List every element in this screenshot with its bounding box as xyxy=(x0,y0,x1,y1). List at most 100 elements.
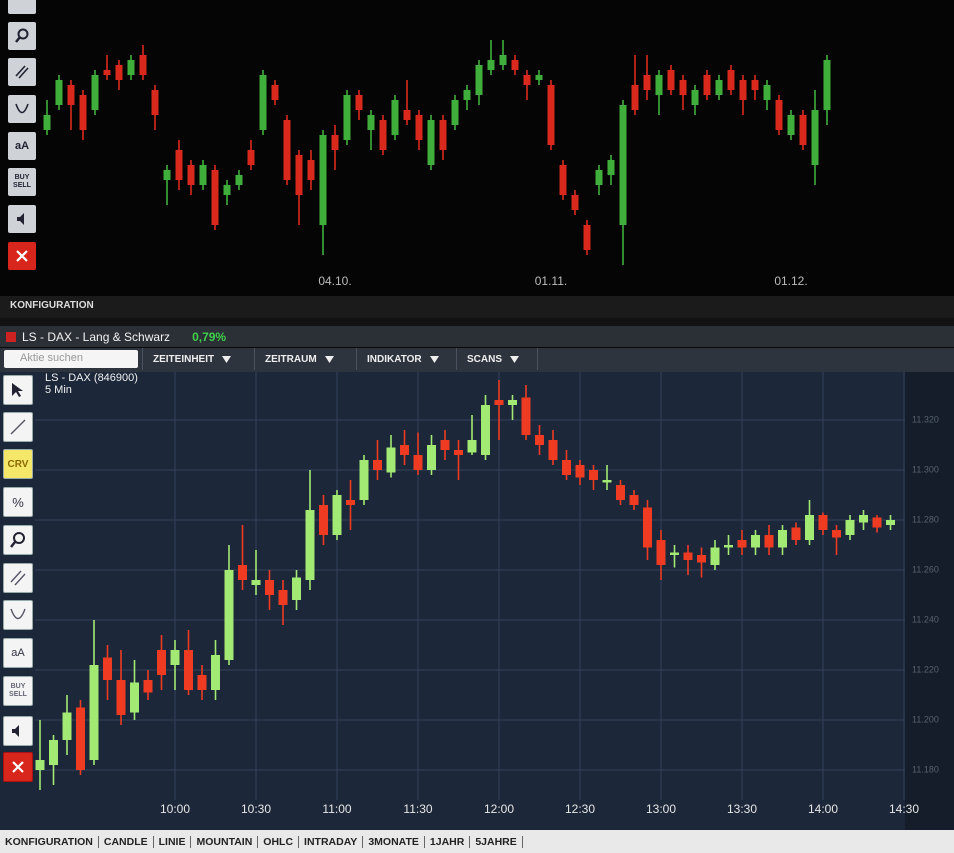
curve-button[interactable] xyxy=(8,95,36,123)
search-box[interactable]: Aktie suchen xyxy=(4,350,138,368)
candle-body xyxy=(451,100,459,125)
candle-body xyxy=(355,95,363,110)
candle-body xyxy=(724,545,733,548)
candle-body xyxy=(805,515,814,540)
price-axis-bg xyxy=(905,372,954,830)
candle-body xyxy=(211,170,219,225)
percent-button[interactable]: % xyxy=(3,487,33,517)
candle-body xyxy=(643,507,652,548)
candle-body xyxy=(103,657,112,680)
candle-body xyxy=(737,540,747,548)
channel-button[interactable] xyxy=(3,563,33,593)
candle-body xyxy=(710,547,720,565)
candle-body xyxy=(607,160,615,175)
sound-button[interactable] xyxy=(8,205,36,233)
channel-button[interactable] xyxy=(8,58,36,86)
candle-body xyxy=(259,75,267,130)
footer-tab[interactable]: LINIE xyxy=(154,835,192,848)
close-icon xyxy=(12,761,24,773)
candle-body xyxy=(715,80,723,95)
sell-label: SELL xyxy=(13,182,31,189)
candle-body xyxy=(184,650,193,690)
candle-body xyxy=(367,115,375,130)
line-button[interactable] xyxy=(3,412,33,442)
candle-body xyxy=(629,495,639,505)
candle-body xyxy=(655,75,663,95)
close-button[interactable] xyxy=(8,242,36,270)
candle-body xyxy=(751,535,760,548)
candle-body xyxy=(127,60,135,75)
candle-body xyxy=(427,120,435,165)
footer-tab[interactable]: 3MONATE xyxy=(363,835,425,848)
footer-tab[interactable]: 1JAHR xyxy=(425,835,471,848)
curve-button[interactable] xyxy=(3,600,33,630)
close-button[interactable] xyxy=(3,752,33,782)
candle-body xyxy=(55,80,63,105)
candle-body xyxy=(656,540,666,565)
footer-tab[interactable]: 5JAHRE xyxy=(470,835,523,848)
candle-body xyxy=(49,740,58,765)
config-tab[interactable]: KONFIGURATION xyxy=(10,300,94,311)
crv-button[interactable]: CRV xyxy=(3,449,33,479)
buy-label: BUY xyxy=(10,683,26,690)
candle-body xyxy=(619,105,627,225)
zoom-icon xyxy=(15,28,29,43)
menu-label: ZEITRAUM xyxy=(265,353,317,365)
footer-tab[interactable]: MOUNTAIN xyxy=(191,835,259,848)
candle-body xyxy=(278,590,288,605)
bezel xyxy=(0,318,954,328)
candle-body xyxy=(547,85,555,145)
candle-body xyxy=(791,527,801,540)
candle-body xyxy=(818,515,828,530)
menu-item[interactable]: SCANS xyxy=(456,348,538,370)
pointer-button[interactable] xyxy=(3,375,33,405)
candle-body xyxy=(571,195,579,210)
candle-body xyxy=(475,65,483,95)
candle-body xyxy=(631,85,639,110)
buy-sell-button[interactable]: BUY SELL xyxy=(3,676,33,706)
curve-icon xyxy=(15,103,29,114)
candle-body xyxy=(499,55,507,65)
menu-item[interactable]: ZEITEINHEIT xyxy=(142,348,254,370)
candle-body xyxy=(223,185,231,195)
candle-body xyxy=(697,555,706,563)
y-tick-label: 11.180 xyxy=(912,764,939,774)
chart-subtitle: 5 Min xyxy=(45,384,72,396)
title-bar: LS - DAX - Lang & Schwarz 0,79% xyxy=(0,326,954,347)
candle-body xyxy=(739,80,747,100)
candle-body xyxy=(463,90,471,100)
candle-body xyxy=(481,405,490,455)
footer-tab[interactable]: CANDLE xyxy=(99,835,154,848)
candle-body xyxy=(811,110,819,165)
zoom-button[interactable] xyxy=(3,525,33,555)
candle-body xyxy=(76,707,85,770)
sound-button[interactable] xyxy=(3,716,33,746)
candle-body xyxy=(823,60,831,110)
footer-tab[interactable]: KONFIGURATION xyxy=(0,835,99,848)
candle-body xyxy=(670,552,679,555)
font-button[interactable]: aA xyxy=(3,638,33,668)
buy-sell-button[interactable]: BUY SELL xyxy=(8,168,36,196)
candle-body xyxy=(691,90,699,105)
menu-item[interactable]: ZEITRAUM xyxy=(254,348,356,370)
zoom-button[interactable] xyxy=(8,22,36,50)
candle-body xyxy=(151,90,159,115)
candle-body xyxy=(562,460,571,475)
candle-body xyxy=(271,85,279,100)
menu-item[interactable]: INDIKATOR xyxy=(356,348,456,370)
font-button[interactable]: aA xyxy=(8,132,36,160)
candle-body xyxy=(175,150,183,180)
footer-tab[interactable]: OHLC xyxy=(258,835,300,848)
candle-body xyxy=(319,505,328,535)
x-tick-label: 12:30 xyxy=(565,802,595,816)
candle-body xyxy=(643,75,651,90)
dropdown-arrow xyxy=(429,355,439,363)
x-tick-label: 14:30 xyxy=(889,802,919,816)
candle-body xyxy=(535,435,544,445)
footer-tab[interactable]: INTRADAY xyxy=(299,835,364,848)
x-tick-label: 01.12. xyxy=(774,274,807,288)
app-icon xyxy=(6,331,16,342)
tool-button[interactable] xyxy=(8,0,36,14)
candle-body xyxy=(143,680,153,693)
dropdown-arrow xyxy=(324,355,334,363)
